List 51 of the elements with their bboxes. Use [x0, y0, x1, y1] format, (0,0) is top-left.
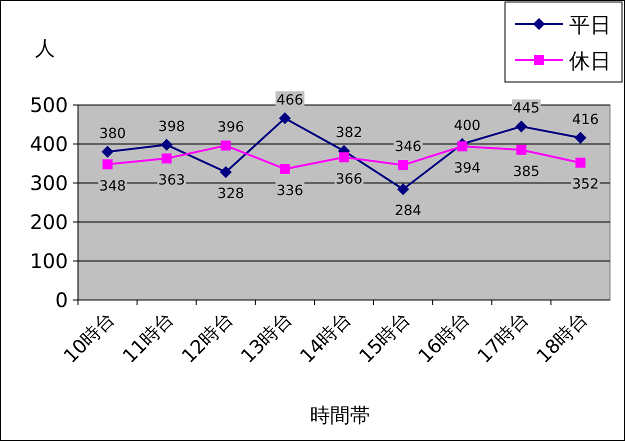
x-tick-label: 14時台: [296, 308, 356, 368]
data-label: 363: [158, 172, 186, 188]
data-label: 400: [454, 118, 481, 134]
y-axis-title: 人: [35, 36, 55, 60]
point: [162, 153, 172, 164]
point: [102, 159, 113, 170]
data-label: 394: [454, 160, 481, 176]
x-tick-label: 13時台: [236, 308, 296, 368]
data-label: 348: [99, 178, 126, 194]
data-label: 366: [336, 171, 362, 188]
point: [574, 132, 586, 144]
data-label: 396: [217, 120, 244, 136]
data-label: 445: [512, 100, 540, 116]
point: [575, 158, 586, 168]
data-label: 336: [276, 182, 304, 199]
data-label: 382: [336, 125, 362, 142]
point: [515, 120, 528, 132]
y-tick-label: 100: [30, 249, 68, 273]
point: [397, 183, 410, 196]
legend-label: 平日: [569, 13, 611, 37]
point: [220, 166, 232, 178]
data-label: 398: [158, 118, 186, 135]
data-label: 346: [394, 139, 422, 156]
data-label: 385: [512, 164, 540, 180]
data-label: 466: [276, 92, 304, 108]
data-label: 352: [572, 176, 599, 193]
x-tick-label: 17時台: [473, 308, 533, 368]
point: [220, 140, 231, 151]
x-axis-title: 時間帯: [310, 403, 370, 427]
y-tick-label: 300: [30, 171, 68, 195]
point: [280, 164, 290, 174]
point: [398, 160, 408, 170]
x-tick-label: 11時台: [118, 308, 178, 368]
point: [339, 152, 349, 162]
x-tick-label: 18時台: [532, 308, 592, 368]
legend-label: 休日: [569, 49, 611, 73]
y-tick-label: 500: [30, 93, 68, 117]
data-label: 328: [217, 186, 244, 202]
point: [457, 141, 468, 152]
x-tick-label: 16時台: [414, 308, 474, 368]
x-tick-label: 12時台: [178, 308, 238, 368]
point: [102, 146, 114, 158]
point: [160, 138, 173, 151]
y-tick-label: 400: [30, 132, 68, 156]
x-tick-label: 15時台: [355, 308, 415, 368]
point: [278, 112, 291, 124]
data-label: 416: [572, 112, 599, 128]
point: [516, 144, 526, 155]
data-label: 380: [99, 126, 126, 142]
data-label: 284: [394, 203, 422, 220]
y-tick-label: 200: [30, 210, 68, 234]
